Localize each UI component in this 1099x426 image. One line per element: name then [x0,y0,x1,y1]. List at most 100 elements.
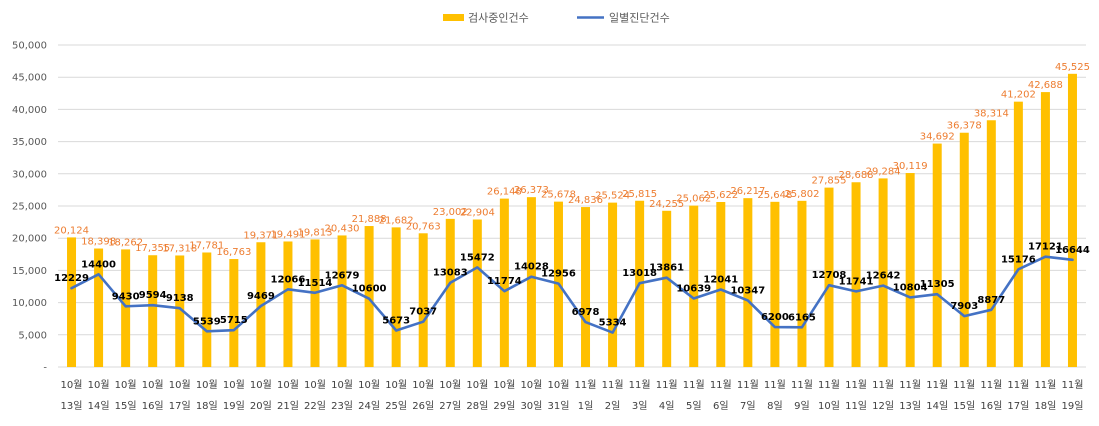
bar [1040,92,1050,367]
series-line [70,255,1074,334]
legend-label-line: 일별진단건수 [609,11,670,25]
y-tick-label: 5,000 [18,330,47,341]
x-tick-label-month: 10월 [277,379,299,391]
x-tick-label-month: 10월 [331,379,353,391]
line-data-label: 12679 [325,270,360,281]
y-tick-label: 10,000 [12,298,47,309]
x-tick-label-day: 15일 [115,400,137,412]
x-tick-label-day: 11일 [845,400,867,412]
x-tick-label-month: 11월 [1062,379,1084,391]
line-data-label: 9430 [112,291,140,302]
bar [472,219,482,367]
x-tick-label-day: 26일 [412,400,434,412]
x-tick-label-day: 5일 [686,400,702,412]
line-data-label: 9138 [166,293,194,304]
line-data-label: 11741 [839,276,874,287]
bar [121,249,131,367]
x-tick-label-month: 11월 [899,379,921,391]
x-tick-label-day: 10일 [818,400,840,412]
bar-data-label: 16,763 [216,247,251,258]
bar [391,227,401,367]
line-data-label: 11305 [920,279,955,290]
bar-data-label: 27,855 [812,176,847,187]
x-tick-label-month: 11월 [656,379,678,391]
x-tick-label-month: 10월 [223,379,245,391]
line-data-label: 13018 [622,268,657,279]
y-tick-label: 15,000 [12,266,47,277]
bar-data-label: 21,682 [379,215,414,226]
bar-data-label: 19,371 [243,230,278,241]
line-data-label: 10804 [893,282,928,293]
line-data-label: 9594 [139,290,167,301]
bar-data-label: 18,262 [108,237,143,248]
x-tick-label-month: 11월 [980,379,1002,391]
x-tick-label-day: 13일 [61,400,83,412]
bar-data-label: 25,524 [595,191,630,202]
x-tick-label-month: 11월 [710,379,732,391]
x-tick-label-month: 10월 [439,379,461,391]
bar [581,207,591,367]
x-tick-label-day: 14일 [88,400,110,412]
x-tick-label-day: 19일 [223,400,245,412]
x-tick-label-month: 11월 [845,379,867,391]
bar-data-label: 25,815 [622,189,657,200]
bar-data-label: 22,904 [460,207,495,218]
line-data-label: 12708 [812,270,847,281]
line-data-label: 5673 [382,315,410,326]
line-data-label: 11514 [298,278,333,289]
bar [851,182,861,367]
line-data-label: 12956 [541,269,576,280]
x-tick-label-month: 11월 [1007,379,1029,391]
legend-label-bar: 검사중인건수 [468,12,529,25]
bar-data-label: 20,124 [54,225,89,236]
x-tick-label-month: 10월 [548,379,570,391]
y-axis: - 5,000 10,000 15,000 20,000 25,000 30,000 35,0… [12,41,47,374]
bar-data-label: 25,802 [784,189,819,200]
y-tick-label: 35,000 [12,137,47,148]
bar-data-label: 45,525 [1055,62,1090,73]
x-tick-label-day: 24일 [358,400,380,412]
line-data-label: 12642 [866,271,901,282]
bar [94,248,104,367]
bar [229,259,239,367]
bar-data-label: 26,217 [730,186,765,197]
bar [770,201,780,367]
bar [310,239,320,367]
bar [202,252,212,367]
line-data-label: 7037 [409,307,437,318]
y-tick-label: 20,000 [12,234,47,245]
bar [148,255,158,367]
line-data-label: 15472 [460,252,495,263]
bar [959,132,969,367]
line-data-label: 16644 [1055,245,1090,256]
x-tick-label-month: 10월 [493,379,515,391]
x-tick-label-month: 11월 [683,379,705,391]
line-data-label: 7903 [950,301,978,312]
legend-swatch-bar [443,14,464,21]
bar [364,226,374,367]
x-tick-label-day: 17일 [169,400,191,412]
bar [608,202,618,367]
x-tick-label-day: 2일 [605,400,621,412]
x-tick-label-month: 10월 [466,379,488,391]
x-tick-label-day: 8일 [767,400,783,412]
x-tick-label-day: 4일 [659,400,675,412]
x-tick-label-day: 25일 [385,400,407,412]
x-tick-label-month: 10월 [88,379,110,391]
bar-data-label: 25,062 [676,194,711,205]
x-tick-label-day: 1일 [578,400,594,412]
x-tick-label-day: 9일 [794,400,810,412]
bar-data-label: 19,813 [298,227,333,238]
bar [499,198,509,367]
line-data-label: 5715 [220,315,248,326]
y-tick-label: 50,000 [12,41,47,52]
bar-data-label: 17,318 [162,243,197,254]
bar-data-label: 20,763 [406,221,441,232]
x-tick-label-day: 27일 [439,400,461,412]
x-tick-label-month: 10월 [196,379,218,391]
x-tick-label-day: 31일 [548,400,570,412]
x-tick-label-day: 21일 [277,400,299,412]
bar-data-label: 25,622 [703,190,738,201]
gridlines [58,44,1086,368]
